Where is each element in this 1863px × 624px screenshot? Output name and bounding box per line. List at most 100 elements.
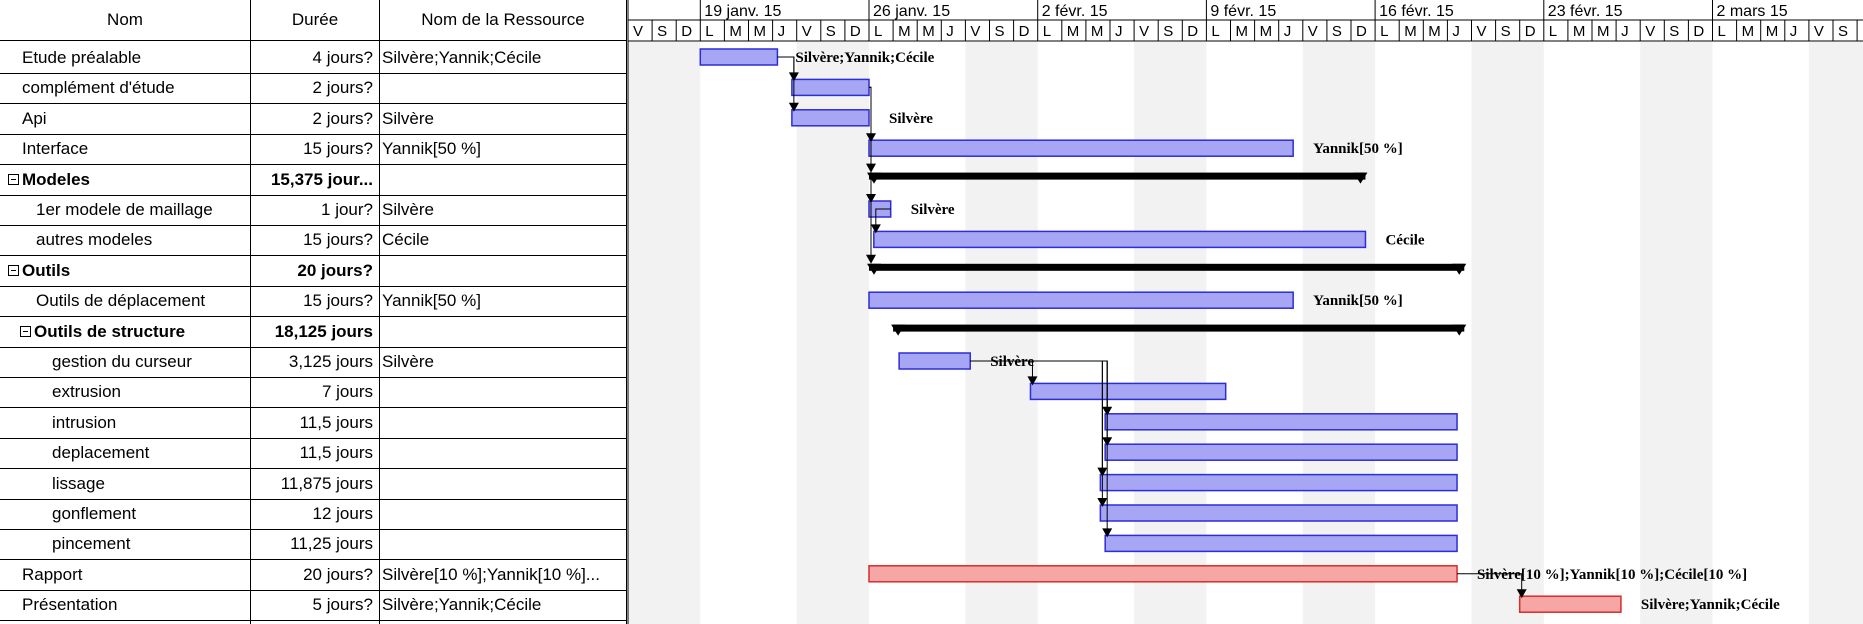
task-row[interactable]: Api 2 jours? Silvère (0, 104, 626, 134)
task-duration-cell[interactable]: 15 jours? (303, 291, 373, 311)
task-duration-cell[interactable]: 11,875 jours (280, 473, 373, 493)
day-label: D (681, 23, 692, 40)
task-name-cell[interactable]: Modeles (0, 165, 248, 195)
summary-bar[interactable] (893, 324, 1465, 332)
task-row[interactable]: Interface 15 jours? Yannik[50 %] (0, 134, 626, 164)
column-divider[interactable] (379, 0, 380, 624)
task-resources-cell[interactable]: Silvère (382, 108, 434, 128)
task-row[interactable]: gestion du curseur 3,125 jours Silvère (0, 347, 626, 377)
task-row[interactable]: complément d'étude 2 jours? (0, 73, 626, 103)
column-header-duration[interactable]: Durée (291, 10, 339, 29)
task-row[interactable]: Rapport 20 jours? Silvère[10 %];Yannik[10 … (0, 560, 626, 590)
task-resources-cell[interactable]: Silvère;Yannik;Cécile (382, 595, 542, 615)
task-resources-cell[interactable]: Yannik[50 %] (382, 291, 481, 311)
task-name-cell[interactable]: Outils (0, 256, 248, 286)
task-duration-cell[interactable]: 15 jours? (303, 230, 373, 250)
task-name-cell[interactable]: pincement (0, 529, 248, 559)
task-duration-cell[interactable]: 7 jours (321, 382, 373, 402)
task-bar[interactable] (699, 48, 779, 66)
task-name-cell[interactable]: 1er modele de maillage (0, 195, 248, 225)
task-row[interactable]: deplacement 11,5 jours (0, 438, 626, 468)
task-name: Outils de structure (34, 321, 186, 341)
task-bar[interactable] (1104, 443, 1458, 461)
task-resources-cell[interactable]: Yannik[50 %] (382, 139, 481, 159)
task-duration-cell[interactable]: 11,5 jours (299, 443, 373, 463)
task-duration-cell[interactable]: 4 jours? (312, 48, 373, 67)
task-duration-cell[interactable]: 1 jour? (321, 200, 373, 219)
task-bar[interactable] (873, 230, 1367, 249)
task-duration-cell[interactable]: 3,125 jours (288, 352, 373, 371)
column-header-name[interactable]: Nom (107, 10, 143, 29)
task-name-cell[interactable]: Api (0, 104, 248, 134)
task-name-cell[interactable]: Etude préalable (0, 43, 248, 73)
weekend-shade (628, 42, 701, 624)
task-name-cell[interactable]: complément d'étude (0, 73, 248, 103)
task-row[interactable]: 1er modele de maillage 1 jour? Silvère (0, 195, 626, 225)
task-bar[interactable] (1518, 595, 1622, 613)
task-bar[interactable] (868, 565, 1458, 583)
task-bar[interactable] (1104, 534, 1458, 553)
task-name-cell[interactable]: gonflement (0, 499, 248, 529)
task-bar[interactable] (868, 291, 1294, 309)
task-duration-cell[interactable]: 20 jours? (303, 564, 373, 584)
task-name-cell[interactable]: Rapport (0, 560, 248, 590)
task-bar[interactable] (1029, 382, 1227, 401)
task-row[interactable]: Outils 20 jours? (0, 256, 626, 286)
task-row[interactable]: Etude préalable 4 jours? Silvère;Yannik;Cé… (0, 43, 626, 73)
task-name-cell[interactable]: lissage (0, 469, 248, 499)
task-duration-cell[interactable]: 15,375 jour... (270, 169, 373, 189)
task-name-cell[interactable]: autres modeles (0, 225, 248, 255)
task-bar[interactable] (868, 139, 1294, 157)
task-row[interactable]: Modeles 15,375 jour... (0, 165, 626, 195)
task-resources-cell[interactable]: Silvère[10 %];Yannik[10 %]... (382, 564, 600, 584)
task-name-cell[interactable]: intrusion (0, 408, 248, 438)
column-divider[interactable] (250, 0, 251, 624)
task-duration-cell[interactable]: 15 jours? (303, 139, 373, 159)
task-name-cell[interactable]: Présentation (0, 590, 248, 620)
task-duration-cell[interactable]: 2 jours? (312, 78, 373, 98)
task-duration-cell[interactable]: 11,25 jours (290, 534, 373, 554)
task-name-cell[interactable]: Interface (0, 134, 248, 164)
task-duration-cell[interactable]: 2 jours? (312, 108, 373, 128)
task-duration-cell[interactable]: 18,125 jours (274, 321, 373, 341)
task-bar[interactable] (1104, 413, 1458, 431)
row-divider (0, 194, 626, 196)
task-name-cell[interactable]: deplacement (0, 438, 248, 468)
day-label: M (1573, 23, 1586, 40)
task-row[interactable]: Présentation 5 jours? Silvère;Yannik;Cécil… (0, 590, 626, 620)
task-row[interactable]: pincement 11,25 jours (0, 529, 626, 559)
task-name-cell[interactable]: Outils de déplacement (0, 286, 248, 316)
column-header-resources[interactable]: Nom de la Ressource (421, 10, 585, 29)
task-row[interactable]: autres modeles 15 jours? Cécile (0, 225, 626, 255)
task-name-cell[interactable]: gestion du curseur (0, 347, 248, 377)
task-bar[interactable] (1099, 504, 1458, 522)
collapse-toggle-icon[interactable] (20, 326, 31, 338)
task-duration-cell[interactable]: 5 jours? (312, 595, 373, 615)
task-bar[interactable] (898, 352, 971, 370)
task-resources-cell[interactable]: Silvère (382, 352, 434, 371)
task-bar[interactable] (791, 109, 870, 127)
task-name-cell[interactable]: extrusion (0, 377, 248, 407)
task-row[interactable]: Outils de structure 18,125 jours (0, 317, 626, 347)
task-duration-cell[interactable]: 12 jours (312, 504, 373, 523)
task-row[interactable]: gonflement 12 jours (0, 499, 626, 529)
task-bar[interactable] (1099, 473, 1458, 492)
summary-bar[interactable] (869, 172, 1366, 180)
summary-right-cap (1452, 324, 1467, 336)
task-duration-cell[interactable]: 20 jours? (297, 260, 373, 280)
task-row[interactable]: intrusion 11,5 jours (0, 408, 626, 438)
collapse-toggle-icon[interactable] (8, 174, 19, 186)
task-row[interactable]: extrusion 7 jours (0, 377, 626, 407)
table-gantt-divider[interactable] (626, 0, 627, 624)
row-divider (0, 589, 626, 591)
task-bar[interactable] (791, 78, 870, 97)
task-resources-cell[interactable]: Cécile (382, 230, 430, 250)
task-duration-cell[interactable]: 11,5 jours (299, 412, 373, 432)
task-name-cell[interactable]: Outils de structure (0, 317, 248, 347)
task-resources-cell[interactable]: Silvère;Yannik;Cécile (382, 48, 542, 67)
summary-bar[interactable] (869, 263, 1465, 271)
task-row[interactable]: lissage 11,875 jours (0, 469, 626, 499)
collapse-toggle-icon[interactable] (8, 265, 19, 277)
task-row[interactable]: Outils de déplacement 15 jours? Yannik[50 … (0, 286, 626, 316)
task-resources-cell[interactable]: Silvère (382, 200, 434, 219)
